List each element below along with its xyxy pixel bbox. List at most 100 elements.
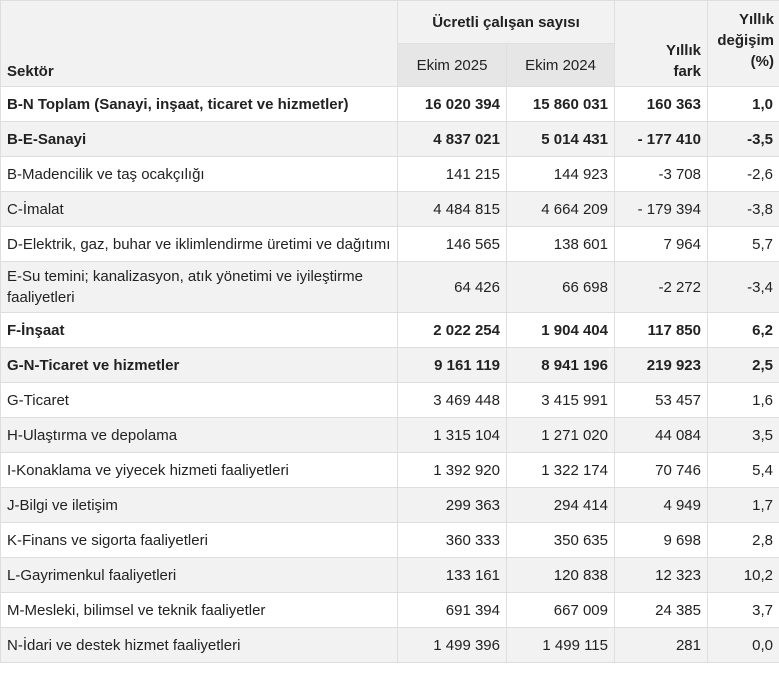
value-cell: -3,5 — [707, 121, 779, 157]
header-cell: Ücretli çalışan sayısı — [397, 0, 615, 44]
header-cell: Yıllık fark — [614, 0, 708, 87]
value-cell: 7 964 — [614, 226, 708, 262]
value-cell: 141 215 — [397, 156, 507, 192]
value-cell: 3 469 448 — [397, 382, 507, 418]
value-cell: 1 315 104 — [397, 417, 507, 453]
sector-cell: D-Elektrik, gaz, buhar ve iklimlendirme … — [0, 226, 398, 262]
value-cell: 9 698 — [614, 522, 708, 558]
sector-cell: B-N Toplam (Sanayi, inşaat, ticaret ve h… — [0, 86, 398, 122]
value-cell: 16 020 394 — [397, 86, 507, 122]
header-text: Yıllık değişim (%) — [717, 11, 774, 70]
value-cell: - 177 410 — [614, 121, 708, 157]
header-row: Sektör Ücretli çalışan sayısı Yıllık far… — [0, 0, 779, 87]
value-cell: 70 746 — [614, 452, 708, 488]
value-cell: 117 850 — [614, 312, 708, 348]
table-row: N-İdari ve destek hizmet faaliyetleri 1 4… — [0, 627, 779, 663]
value-cell: -2 272 — [614, 261, 708, 313]
value-cell: 0,0 — [707, 627, 779, 663]
header-text: Yıllık fark — [665, 42, 701, 80]
value-cell: 9 161 119 — [397, 347, 507, 383]
value-cell: 1 904 404 — [506, 312, 615, 348]
table-row: D-Elektrik, gaz, buhar ve iklimlendirme … — [0, 226, 779, 262]
table-header: Sektör Ücretli çalışan sayısı Yıllık far… — [0, 0, 779, 87]
value-cell: 667 009 — [506, 592, 615, 628]
value-cell: -3,8 — [707, 191, 779, 227]
value-cell: 4 837 021 — [397, 121, 507, 157]
header-cell: Yıllık değişim (%) — [707, 0, 779, 87]
value-cell: 360 333 — [397, 522, 507, 558]
value-cell: 6,2 — [707, 312, 779, 348]
value-cell: 294 414 — [506, 487, 615, 523]
header-row: Ekim 2025 Ekim 2024 — [1, 43, 779, 87]
value-cell: - 179 394 — [614, 191, 708, 227]
table-row: J-Bilgi ve iletişim 299 363 294 414 4 949 1,… — [0, 487, 779, 523]
value-cell: 4 949 — [614, 487, 708, 523]
sector-cell: K-Finans ve sigorta faaliyetleri — [0, 522, 398, 558]
value-cell: 12 323 — [614, 557, 708, 593]
value-cell: 1 322 174 — [506, 452, 615, 488]
value-cell: 144 923 — [506, 156, 615, 192]
value-cell: 5,4 — [707, 452, 779, 488]
value-cell: 3,5 — [707, 417, 779, 453]
value-cell: 299 363 — [397, 487, 507, 523]
table-row: B-Madencilik ve taş ocakçılığı 141 215 144… — [0, 156, 779, 192]
table-row: H-Ulaştırma ve depolama 1 315 104 1 271 02… — [0, 417, 779, 453]
value-cell: 3,7 — [707, 592, 779, 628]
table-row: G-Ticaret 3 469 448 3 415 991 53 457 1,6 — [0, 382, 779, 418]
value-cell: 10,2 — [707, 557, 779, 593]
header-cell: Ekim 2024 — [506, 43, 615, 87]
value-cell: 133 161 — [397, 557, 507, 593]
sector-cell: I-Konaklama ve yiyecek hizmeti faaliyetl… — [0, 452, 398, 488]
value-cell: 64 426 — [397, 261, 507, 313]
value-cell: 691 394 — [397, 592, 507, 628]
value-cell: 5 014 431 — [506, 121, 615, 157]
table-row: I-Konaklama ve yiyecek hizmeti faaliyetl… — [0, 452, 779, 488]
table-row: C-İmalat 4 484 815 4 664 209- 179 394 -3,8 — [0, 191, 779, 227]
value-cell: 2,8 — [707, 522, 779, 558]
value-cell: 66 698 — [506, 261, 615, 313]
value-cell: 350 635 — [506, 522, 615, 558]
value-cell: 15 860 031 — [506, 86, 615, 122]
table-row: K-Finans ve sigorta faaliyetleri 360 333 3… — [0, 522, 779, 558]
value-cell: 219 923 — [614, 347, 708, 383]
value-cell: 4 664 209 — [506, 191, 615, 227]
sector-cell: F-İnşaat — [0, 312, 398, 348]
table-body: B-N Toplam (Sanayi, inşaat, ticaret ve h… — [0, 86, 779, 663]
value-cell: 1 392 920 — [397, 452, 507, 488]
sector-cell: G-Ticaret — [0, 382, 398, 418]
value-cell: 1,7 — [707, 487, 779, 523]
value-cell: 4 484 815 — [397, 191, 507, 227]
value-cell: 138 601 — [506, 226, 615, 262]
sector-cell: C-İmalat — [0, 191, 398, 227]
value-cell: 120 838 — [506, 557, 615, 593]
value-cell: 3 415 991 — [506, 382, 615, 418]
value-cell: 5,7 — [707, 226, 779, 262]
value-cell: -3,4 — [707, 261, 779, 313]
value-cell: 53 457 — [614, 382, 708, 418]
value-cell: 146 565 — [397, 226, 507, 262]
header-cell: Sektör — [0, 0, 398, 87]
sector-cell: E-Su temini; kanalizasyon, atık yönetimi… — [0, 261, 398, 313]
employment-table: Sektör Ücretli çalışan sayısı Yıllık far… — [0, 0, 779, 663]
value-cell: 8 941 196 — [506, 347, 615, 383]
sector-cell: N-İdari ve destek hizmet faaliyetleri — [0, 627, 398, 663]
table-row: E-Su temini; kanalizasyon, atık yönetimi… — [0, 261, 779, 313]
sector-cell: G-N-Ticaret ve hizmetler — [0, 347, 398, 383]
sector-cell: M-Mesleki, bilimsel ve teknik faaliyetle… — [0, 592, 398, 628]
sector-cell: J-Bilgi ve iletişim — [0, 487, 398, 523]
value-cell: 2,5 — [707, 347, 779, 383]
sector-cell: B-E-Sanayi — [0, 121, 398, 157]
value-cell: 24 385 — [614, 592, 708, 628]
value-cell: -3 708 — [614, 156, 708, 192]
sector-cell: L-Gayrimenkul faaliyetleri — [0, 557, 398, 593]
value-cell: 1 271 020 — [506, 417, 615, 453]
value-cell: 1 499 115 — [506, 627, 615, 663]
value-cell: 1 499 396 — [397, 627, 507, 663]
table-row: L-Gayrimenkul faaliyetleri 133 161 120 838… — [0, 557, 779, 593]
table-row: B-N Toplam (Sanayi, inşaat, ticaret ve h… — [0, 86, 779, 122]
value-cell: 281 — [614, 627, 708, 663]
value-cell: 1,0 — [707, 86, 779, 122]
sector-cell: B-Madencilik ve taş ocakçılığı — [0, 156, 398, 192]
value-cell: 160 363 — [614, 86, 708, 122]
table-row: G-N-Ticaret ve hizmetler 9 161 119 8 941 1… — [0, 347, 779, 383]
